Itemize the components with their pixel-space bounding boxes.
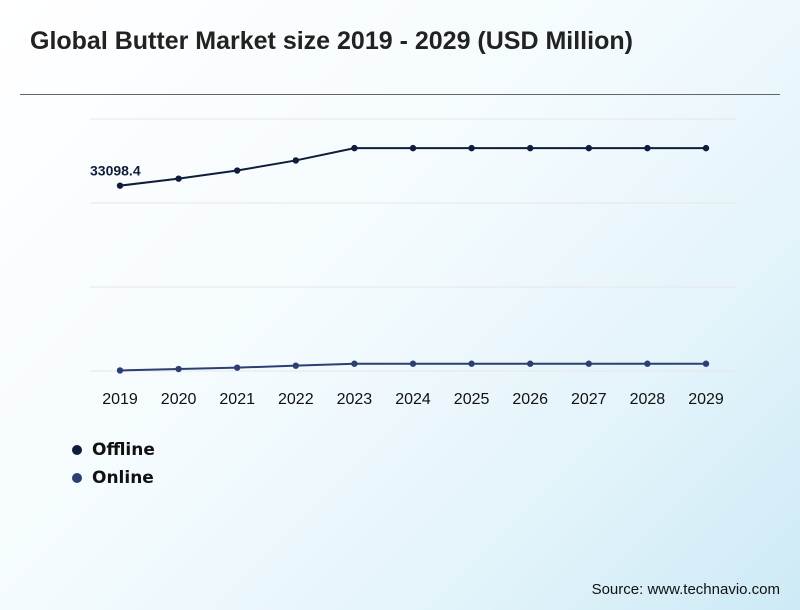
data-point-offline xyxy=(409,144,417,152)
data-point-offline xyxy=(702,144,710,152)
data-point-online xyxy=(351,360,358,367)
x-tick-label: 2019 xyxy=(102,391,138,408)
legend-item-online: Online xyxy=(72,464,155,492)
x-tick-label: 2027 xyxy=(571,391,607,408)
legend-item-offline: Offline xyxy=(72,436,155,464)
data-point-offline xyxy=(351,144,358,152)
series-lines xyxy=(116,144,710,374)
legend-online-marker xyxy=(72,473,82,483)
x-tick-label: 2021 xyxy=(219,391,255,408)
data-point-online xyxy=(234,364,241,371)
title-divider xyxy=(20,94,780,95)
source-note: Source: www.technavio.com xyxy=(591,581,780,598)
series-line-offline xyxy=(119,147,706,187)
x-tick-label: 2025 xyxy=(454,391,490,408)
data-point-online xyxy=(527,360,534,367)
x-tick-label: 2024 xyxy=(395,391,431,408)
data-point-offline xyxy=(292,157,299,164)
data-point-online xyxy=(585,360,592,367)
data-point-offline xyxy=(468,144,475,152)
axis-labels: 2019 2020 2021 2022 2023 2024 2025 2026 2027 2028… xyxy=(90,163,724,408)
data-point-offline xyxy=(644,144,651,152)
x-tick-label: 2022 xyxy=(278,391,314,408)
x-tick-label: 2028 xyxy=(630,391,666,408)
data-point-online xyxy=(702,360,710,367)
data-point-offline xyxy=(527,144,534,152)
x-tick-label: 2023 xyxy=(337,391,373,408)
data-point-offline xyxy=(175,175,182,182)
data-point-online xyxy=(409,360,417,367)
x-tick-label: 2026 xyxy=(512,391,548,408)
data-point-online xyxy=(468,360,475,367)
legend-offline-marker xyxy=(72,445,82,455)
data-point-online xyxy=(175,365,182,373)
gridlines xyxy=(90,118,736,372)
legend: Offline Online xyxy=(72,436,155,492)
legend-online-label: Online xyxy=(92,468,154,488)
data-point-online xyxy=(292,362,299,369)
data-label: 33098.4 xyxy=(90,163,141,179)
data-point-offline xyxy=(234,167,241,174)
data-point-online xyxy=(116,367,124,374)
data-point-offline xyxy=(585,144,592,152)
data-point-online xyxy=(644,360,651,367)
legend-offline-label: Offline xyxy=(92,440,155,460)
data-point-offline xyxy=(116,182,124,189)
x-tick-label: 2020 xyxy=(161,391,197,408)
chart-title: Global Butter Market size 2019 - 2029 (U… xyxy=(30,27,633,55)
x-tick-label: 2029 xyxy=(688,391,724,408)
